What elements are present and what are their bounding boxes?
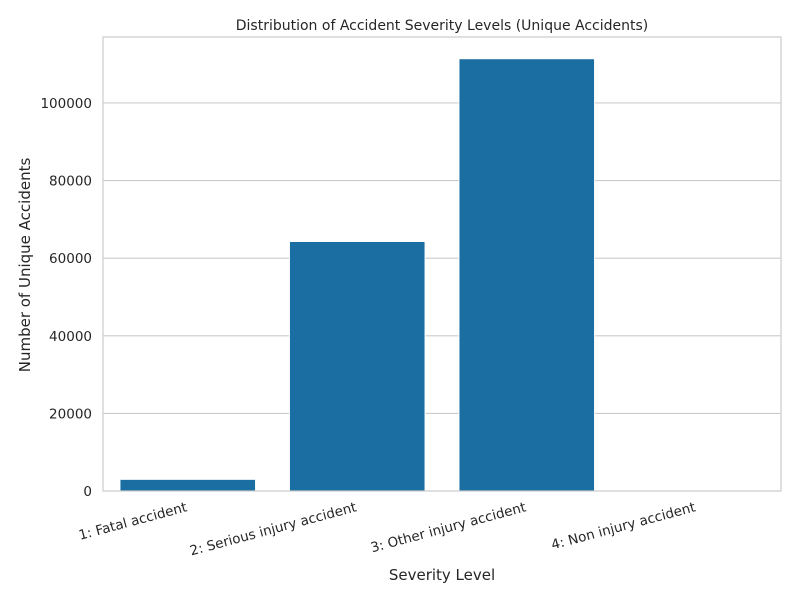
x-tick-label: 4: Non injury accident	[550, 499, 698, 553]
y-tick-label: 60000	[49, 251, 92, 267]
x-tick-labels: 1: Fatal accident 2: Serious injury accid…	[77, 499, 697, 559]
frame-layer	[102, 36, 782, 492]
bar	[288, 240, 426, 492]
plot-frame	[102, 36, 782, 492]
x-tick-label: 3: Other injury accident	[369, 499, 528, 556]
y-tick-label: 40000	[49, 329, 92, 345]
y-axis-label: Number of Unique Accidents	[16, 158, 34, 373]
chart-title: Distribution of Accident Severity Levels…	[236, 18, 649, 34]
bar-layer	[119, 58, 596, 492]
bar	[119, 478, 257, 492]
grid-layer	[103, 102, 781, 492]
y-tick-label: 100000	[40, 96, 92, 112]
y-tick-labels: 0 20000 40000 60000 80000 100000	[40, 96, 92, 500]
y-tick-label: 20000	[49, 406, 92, 422]
x-tick-label: 1: Fatal accident	[77, 499, 189, 543]
x-axis-label: Severity Level	[389, 566, 495, 584]
x-tick-label: 2: Serious injury accident	[188, 499, 358, 559]
bar	[458, 58, 596, 492]
y-tick-label: 0	[83, 484, 92, 500]
y-tick-label: 80000	[49, 174, 92, 190]
